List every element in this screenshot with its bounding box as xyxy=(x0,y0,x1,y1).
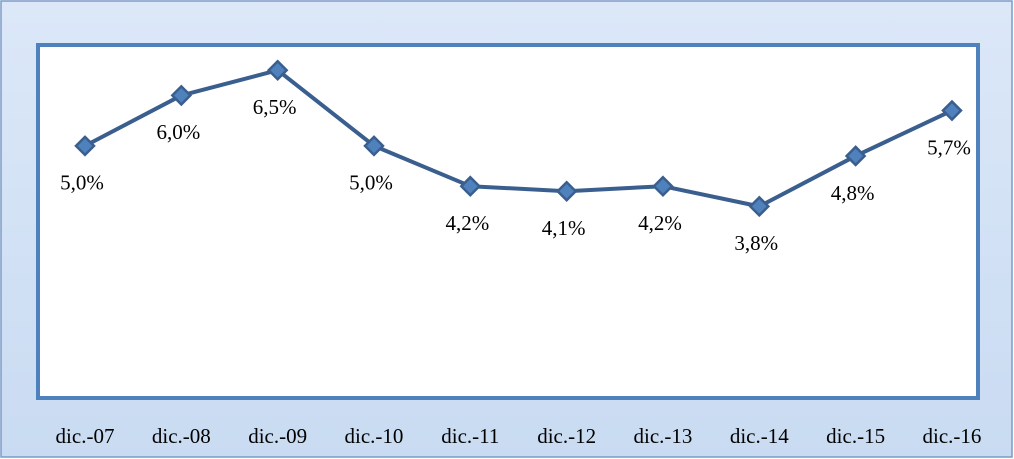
data-point xyxy=(363,135,385,157)
data-label: 4,2% xyxy=(445,211,489,235)
data-line xyxy=(84,68,953,209)
x-tick-label: dic.-08 xyxy=(152,424,211,448)
data-label: 4,2% xyxy=(638,211,682,235)
x-tick-label: dic.-15 xyxy=(826,424,885,448)
data-point xyxy=(652,175,674,197)
data-label: 4,1% xyxy=(542,216,586,240)
data-label: 5,0% xyxy=(349,171,393,195)
x-tick-label: dic.-12 xyxy=(537,424,596,448)
data-point xyxy=(748,195,771,218)
x-tick-label: dic.-09 xyxy=(248,424,307,448)
data-label: 4,8% xyxy=(831,181,875,205)
data-point xyxy=(170,84,193,107)
data-point xyxy=(266,59,289,81)
data-label: 6,5% xyxy=(253,95,297,119)
data-label: 6,0% xyxy=(156,120,200,144)
x-tick-label: dic.-11 xyxy=(441,424,499,448)
x-tick-label: dic.-13 xyxy=(634,424,693,448)
data-label: 5,0% xyxy=(60,171,104,195)
data-point xyxy=(459,175,482,197)
x-tick-label: dic.-10 xyxy=(345,424,404,448)
x-tick-label: dic.-14 xyxy=(730,424,789,448)
data-point xyxy=(844,145,867,167)
x-tick-label: dic.-07 xyxy=(56,424,115,448)
data-point xyxy=(555,180,578,203)
data-point xyxy=(941,99,963,122)
plot-area xyxy=(36,43,980,400)
x-tick-label: dic.-16 xyxy=(923,424,982,448)
data-label: 3,8% xyxy=(734,231,778,255)
data-point xyxy=(74,135,96,157)
data-label: 5,7% xyxy=(927,135,971,159)
